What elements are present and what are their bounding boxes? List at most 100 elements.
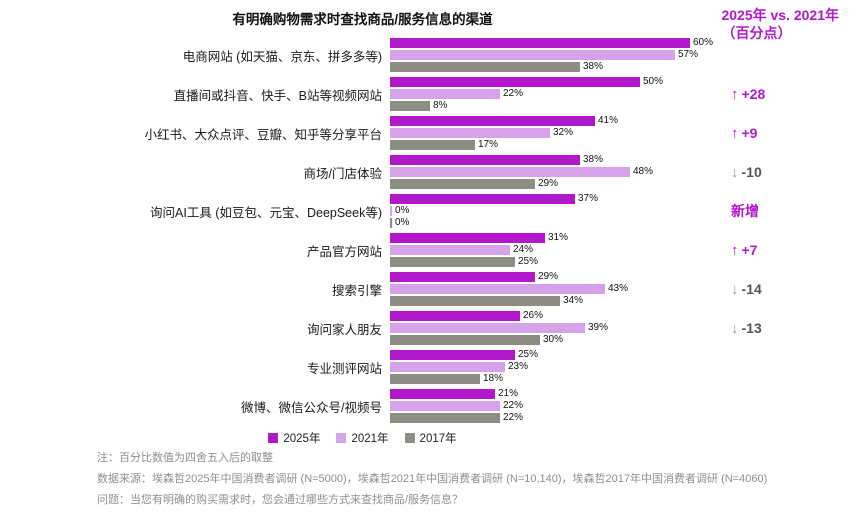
value-label: 25% xyxy=(518,256,539,267)
comparison-header: 2025年 vs. 2021年 （百分点） xyxy=(721,6,839,42)
bar-line: 22% xyxy=(390,413,725,423)
value-label: 30% xyxy=(543,334,564,345)
change-label: +9 xyxy=(741,125,758,141)
bar-group: 38% 48% 29% xyxy=(390,155,725,189)
bar-line: 34% xyxy=(390,296,725,306)
bar-line: 25% xyxy=(390,350,725,360)
bar-2025年 xyxy=(390,272,535,282)
bar-line: 22% xyxy=(390,89,725,99)
chart-title: 有明确购物需求时查找商品/服务信息的渠道 xyxy=(232,12,493,27)
legend-swatch-icon xyxy=(268,433,279,443)
down-arrow-icon: ↓ xyxy=(731,319,739,337)
up-arrow-icon: ↑ xyxy=(731,124,739,142)
value-label: 48% xyxy=(633,166,654,177)
bar-2021年 xyxy=(390,401,500,411)
category-label: 询问AI工具 (如豆包、元宝、DeepSeek等) xyxy=(150,205,382,220)
bar-2021年 xyxy=(390,89,500,99)
bar-line: 29% xyxy=(390,179,725,189)
rounding-note: 注：百分比数值为四舍五入后的取整 xyxy=(97,452,273,464)
value-label: 43% xyxy=(608,283,629,294)
bar-line: 0% xyxy=(390,218,725,228)
legend-label: 2025年 xyxy=(283,433,321,445)
bar-2025年 xyxy=(390,311,520,321)
bar-line: 29% xyxy=(390,272,725,282)
value-label: 0% xyxy=(395,205,410,216)
chart-legend: 2025年 2021年 2017年 xyxy=(0,430,725,446)
value-label: 22% xyxy=(503,400,524,411)
bar-2025年 xyxy=(390,116,595,126)
chart-row: 产品官方网站 31% 24% 25% ↑ +7 xyxy=(0,233,851,267)
category-label: 直播间或抖音、快手、B站等视频网站 xyxy=(173,88,382,103)
legend-label: 2017年 xyxy=(419,433,457,445)
legend-label: 2021年 xyxy=(351,433,389,445)
value-label: 39% xyxy=(588,322,609,333)
bar-line: 22% xyxy=(390,401,725,411)
value-label: 25% xyxy=(518,349,539,360)
chart-row: 商场/门店体验 38% 48% 29% ↓ -10 xyxy=(0,155,851,189)
bar-2017年 xyxy=(390,101,430,111)
category-label: 商场/门店体验 xyxy=(303,166,382,181)
value-label: 29% xyxy=(538,178,559,189)
change-annotation: ↓ -13 xyxy=(725,320,851,337)
value-label: 26% xyxy=(523,310,544,321)
bar-line: 25% xyxy=(390,257,725,267)
footnotes: 注：百分比数值为四舍五入后的取整 数据来源：埃森哲2025年中国消费者调研 (N… xyxy=(97,451,767,514)
value-label: 38% xyxy=(583,61,604,72)
data-source: 数据来源：埃森哲2025年中国消费者调研 (N=5000)，埃森哲2021年中国… xyxy=(97,472,768,485)
bar-line: 57% xyxy=(390,50,725,60)
category-label: 专业测评网站 xyxy=(306,361,382,376)
value-label: 22% xyxy=(503,88,524,99)
legend-item: 2025年 xyxy=(268,430,320,446)
value-label: 32% xyxy=(553,127,574,138)
value-label: 21% xyxy=(498,388,519,399)
change-annotation: 新增 xyxy=(725,201,851,221)
bar-2021年 xyxy=(390,128,550,138)
bar-group: 41% 32% 17% xyxy=(390,116,725,150)
legend-item: 2017年 xyxy=(404,430,457,446)
chart-row: 搜索引擎 29% 43% 34% ↓ -14 xyxy=(0,272,851,306)
change-label: -13 xyxy=(741,320,762,336)
bar-group: 31% 24% 25% xyxy=(390,233,725,267)
chart-row: 询问家人朋友 26% 39% 30% ↓ -13 xyxy=(0,311,851,345)
value-label: 34% xyxy=(563,295,584,306)
bar-line: 32% xyxy=(390,128,725,138)
bar-line: 8% xyxy=(390,101,725,111)
change-annotation: ↓ -14 xyxy=(725,281,851,298)
chart-row: 专业测评网站 25% 23% 18% xyxy=(0,350,851,384)
bar-2025年 xyxy=(390,77,640,87)
change-annotation: ↓ -10 xyxy=(725,164,851,181)
bar-2025年 xyxy=(390,155,580,165)
bar-2021年 xyxy=(390,245,510,255)
bar-2017年 xyxy=(390,140,475,150)
bar-line: 18% xyxy=(390,374,725,384)
bar-2017年 xyxy=(390,62,580,72)
bar-line: 43% xyxy=(390,284,725,294)
legend-swatch-icon xyxy=(336,433,347,443)
change-annotation: ↑ +7 xyxy=(725,242,851,259)
bar-2017年 xyxy=(390,218,392,228)
value-label: 18% xyxy=(483,373,504,384)
change-label: -10 xyxy=(741,164,762,180)
bar-group: 21% 22% 22% xyxy=(390,389,725,423)
chart-row: 微博、微信公众号/视频号 21% 22% 22% xyxy=(0,389,851,423)
bar-2025年 xyxy=(390,233,545,243)
bar-line: 21% xyxy=(390,389,725,399)
bar-2021年 xyxy=(390,284,605,294)
chart-row: 询问AI工具 (如豆包、元宝、DeepSeek等) 37% 0% 0% 新增 xyxy=(0,194,851,228)
value-label: 8% xyxy=(433,100,448,111)
bar-line: 48% xyxy=(390,167,725,177)
change-label: -14 xyxy=(741,281,762,297)
bar-2025年 xyxy=(390,389,495,399)
bar-2021年 xyxy=(390,50,675,60)
bar-line: 38% xyxy=(390,155,725,165)
change-label: +28 xyxy=(741,86,766,102)
bar-group: 29% 43% 34% xyxy=(390,272,725,306)
bar-2017年 xyxy=(390,335,540,345)
category-label: 小红书、大众点评、豆瓣、知乎等分享平台 xyxy=(144,127,382,142)
comparison-header-line2: （百分点） xyxy=(721,25,792,42)
category-label: 微博、微信公众号/视频号 xyxy=(241,400,382,415)
value-label: 37% xyxy=(578,193,599,204)
survey-question: 问题：当您有明确的购买需求时，您会通过哪些方式来查找商品/服务信息？ xyxy=(97,493,464,506)
bar-group: 25% 23% 18% xyxy=(390,350,725,384)
